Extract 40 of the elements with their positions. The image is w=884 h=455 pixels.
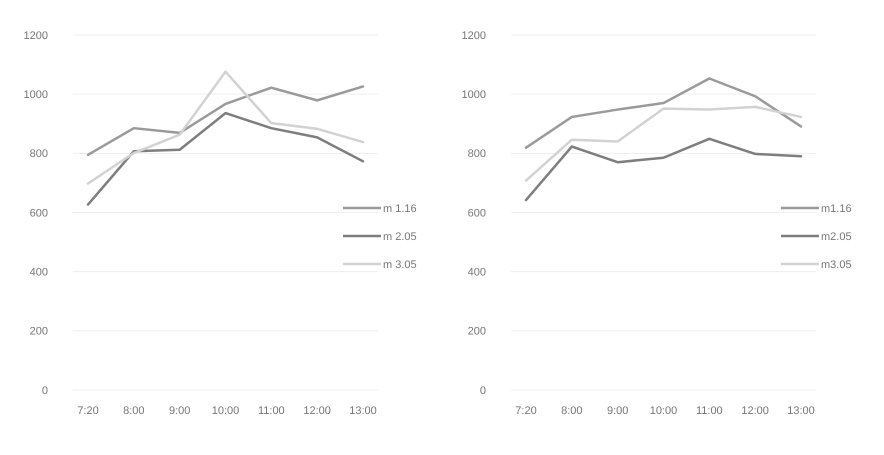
- line-series: [86, 70, 364, 185]
- y-tick-label: 800: [468, 148, 486, 160]
- x-tick-label: 8:00: [123, 405, 145, 417]
- y-tick-label: 1200: [24, 30, 48, 42]
- x-tick-label: 7:20: [515, 405, 537, 417]
- x-tick-label: 12:00: [741, 405, 769, 417]
- x-tick-label: 12:00: [303, 405, 331, 417]
- y-tick-label: 600: [468, 207, 486, 220]
- line-series: [86, 85, 364, 156]
- x-tick-label: 9:00: [168, 405, 190, 417]
- x-tick-label: 11:00: [258, 405, 285, 417]
- x-tick-label: 7:20: [77, 405, 99, 417]
- x-tick-label: 10:00: [650, 405, 678, 417]
- line-series: [86, 112, 364, 206]
- y-tick-label: 0: [42, 384, 48, 397]
- y-tick-label: 1000: [462, 89, 486, 102]
- y-tick-label: 200: [468, 326, 486, 338]
- line-series: [524, 138, 802, 202]
- x-tick-label: 11:00: [696, 405, 723, 417]
- legend-label: m 2.05: [383, 230, 417, 243]
- y-tick-label: 1000: [24, 89, 48, 102]
- y-tick-label: 200: [30, 326, 48, 338]
- y-tick-label: 600: [30, 207, 48, 220]
- y-tick-label: 800: [30, 148, 48, 160]
- y-tick-label: 0: [480, 384, 486, 397]
- x-tick-label: 8:00: [561, 405, 583, 417]
- y-tick-label: 400: [30, 266, 48, 279]
- legend-label: m1.16: [821, 202, 852, 215]
- x-tick-label: 13:00: [349, 405, 377, 417]
- line-series: [524, 77, 802, 149]
- x-tick-label: 10:00: [212, 405, 240, 417]
- legend-label: m2.05: [821, 230, 852, 243]
- line-series: [524, 106, 802, 182]
- y-tick-label: 400: [468, 266, 486, 279]
- legend-label: m3.05: [821, 258, 852, 271]
- x-tick-label: 9:00: [606, 405, 628, 417]
- legend-label: m 1.16: [383, 202, 417, 215]
- x-tick-label: 13:00: [787, 405, 815, 417]
- legend-label: m 3.05: [383, 258, 417, 271]
- y-tick-label: 1200: [462, 30, 486, 42]
